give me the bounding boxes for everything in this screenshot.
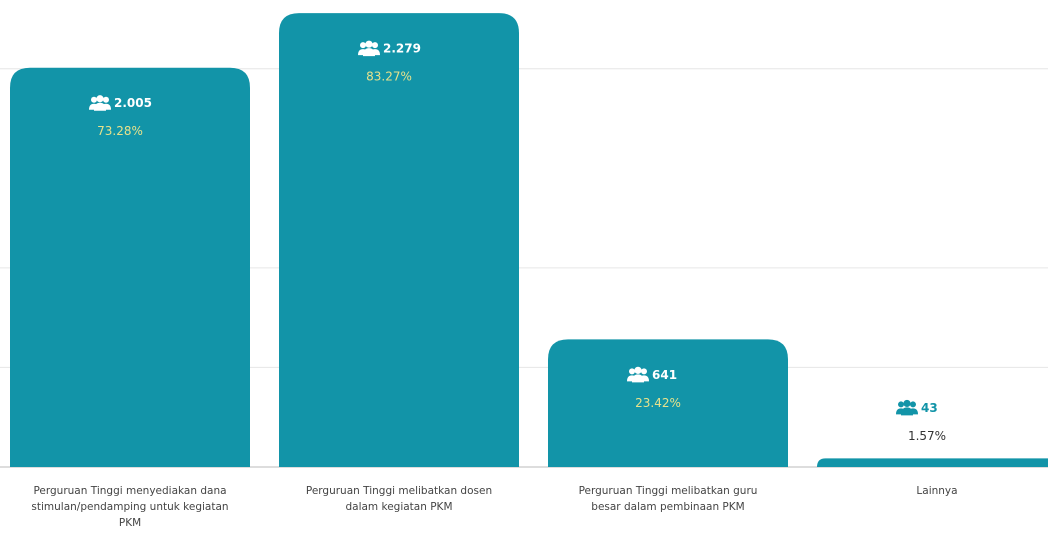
icon-head (372, 42, 378, 49)
icon-head (96, 95, 104, 103)
percent-label: 23.42% (635, 396, 681, 410)
icon-body (358, 48, 380, 57)
icon-head (103, 96, 109, 103)
bar (817, 458, 1048, 467)
icon-head (634, 366, 642, 374)
icon-head (629, 368, 635, 375)
value-label: 2.279 (383, 42, 421, 56)
icon-head (903, 399, 911, 408)
icon-body (627, 374, 649, 383)
icon-body (89, 102, 111, 111)
icon-body (896, 407, 918, 416)
bar (548, 339, 788, 467)
percent-label: 73.28% (97, 124, 143, 138)
x-tick-label: Perguruan Tinggi menyediakan dana stimul… (31, 485, 229, 529)
icon-head (360, 42, 366, 49)
value-label: 2.005 (114, 96, 152, 110)
x-tick-label: Lainnya (916, 485, 958, 497)
value-label: 43 (921, 401, 938, 415)
value-label: 641 (652, 368, 677, 382)
bar (10, 67, 250, 468)
x-tick-label: Perguruan Tinggi melibatkan guru besar d… (578, 485, 758, 513)
percent-label: 1.57% (908, 429, 946, 443)
icon-head (365, 40, 373, 48)
x-tick-label: Perguruan Tinggi melibatkan dosen dalam … (305, 485, 493, 513)
icon-head (898, 401, 904, 408)
icon-head (910, 401, 916, 408)
people-icon (896, 399, 918, 416)
icon-head (641, 368, 647, 375)
icon-head (91, 96, 97, 103)
people-icon (89, 95, 111, 111)
people-icon (627, 366, 649, 383)
bar (279, 13, 519, 468)
people-icon (358, 40, 380, 57)
percent-label: 83.27% (366, 70, 412, 84)
